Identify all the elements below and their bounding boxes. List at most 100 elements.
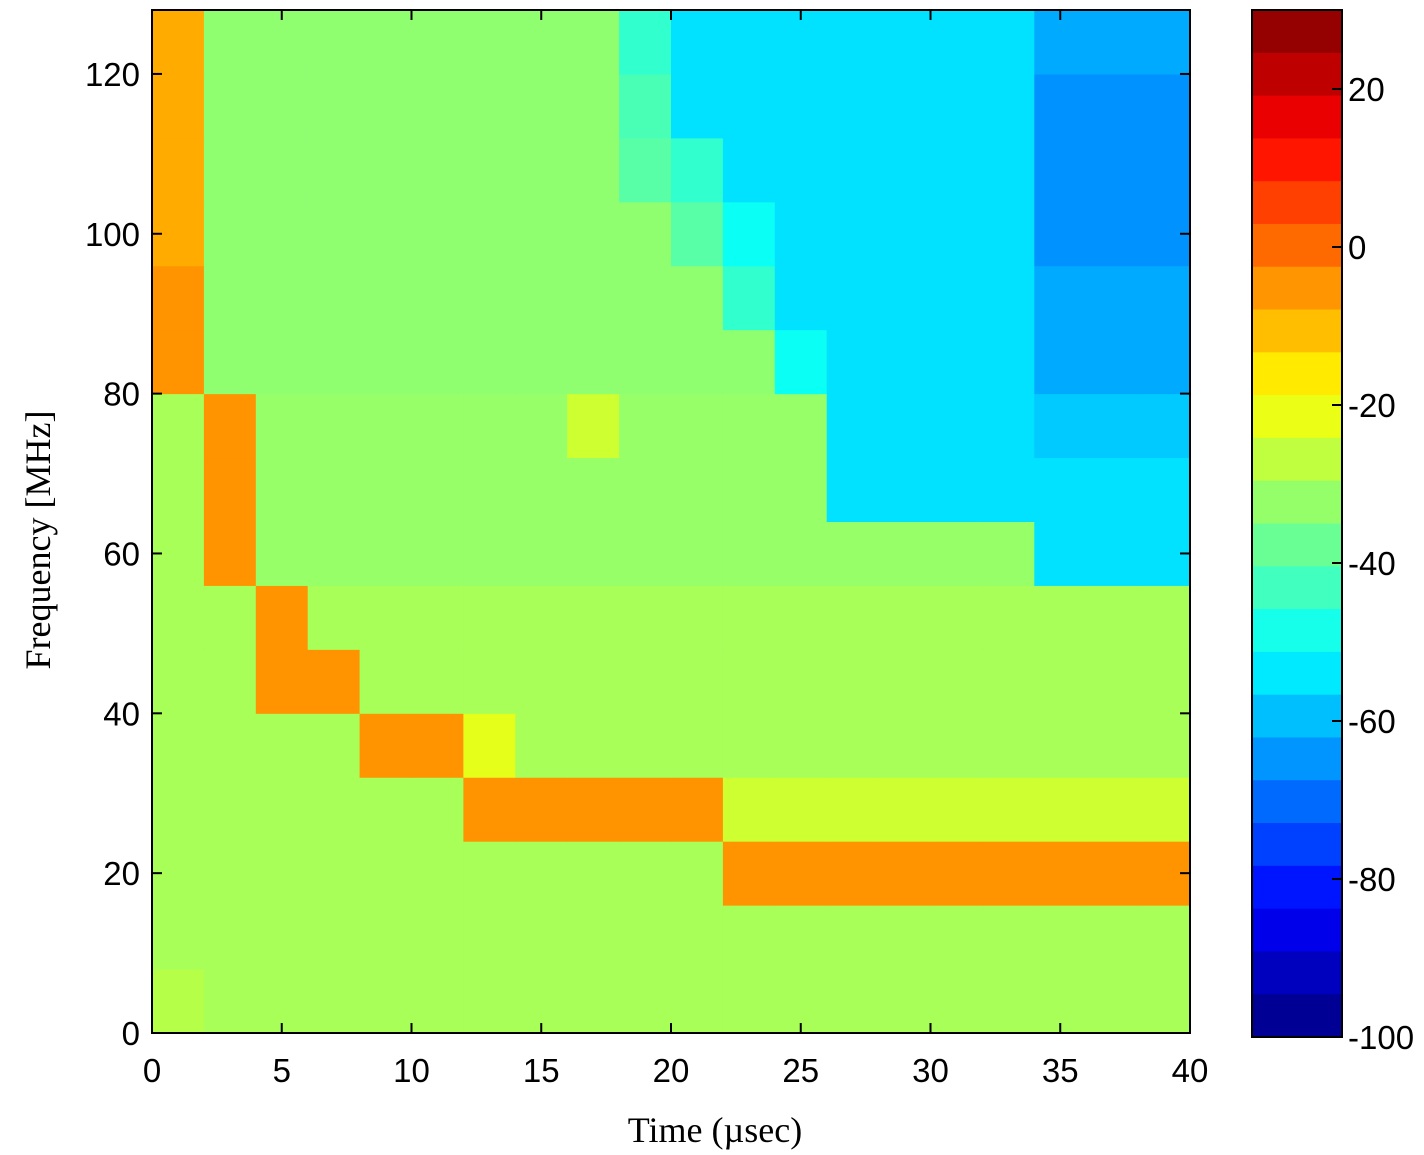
heat-cell	[1034, 201, 1087, 267]
x-tick-label: 35	[1042, 1052, 1079, 1089]
heat-cell	[619, 201, 672, 267]
heat-cell	[878, 265, 931, 331]
y-tick-label: 20	[103, 855, 140, 892]
y-tick-label: 120	[85, 56, 140, 93]
heat-cell	[826, 713, 880, 778]
heat-cell	[359, 457, 412, 522]
heat-cell	[774, 393, 828, 459]
heat-cell	[203, 265, 257, 331]
heat-cell	[878, 137, 931, 203]
heat-cell	[463, 905, 516, 970]
heat-cell	[411, 137, 464, 203]
heat-cell	[826, 10, 880, 75]
heat-cell	[359, 713, 412, 778]
heat-cell	[722, 73, 776, 139]
heat-cell	[930, 201, 983, 267]
heat-cell	[774, 777, 828, 842]
heat-cell	[722, 457, 776, 522]
heat-cell	[152, 137, 205, 203]
colorbar-band	[1252, 10, 1342, 54]
heat-cell	[930, 393, 983, 459]
heat-cell	[411, 265, 464, 331]
heat-cell	[203, 905, 257, 970]
x-tick-label: 15	[523, 1052, 560, 1089]
colorbar-tick-label: 0	[1348, 229, 1366, 266]
heat-cell	[722, 393, 776, 459]
heat-cell	[982, 329, 1035, 395]
heat-cell	[567, 649, 620, 714]
heat-cell	[930, 10, 983, 75]
heat-cell	[1138, 329, 1191, 395]
heat-cell	[826, 521, 880, 586]
heat-cell	[982, 201, 1035, 267]
heat-cell	[515, 649, 568, 714]
heat-cell	[930, 585, 983, 650]
heat-cell	[255, 457, 309, 522]
heat-cell	[1138, 137, 1191, 203]
heat-cell	[411, 713, 464, 778]
heat-cell	[307, 265, 361, 331]
heat-cell	[203, 10, 257, 75]
heat-cell	[1086, 841, 1139, 906]
colorbar-band	[1252, 908, 1342, 952]
heat-cell	[203, 393, 257, 459]
y-tick-label: 60	[103, 535, 140, 572]
heat-cell	[1034, 10, 1087, 75]
heat-cell	[411, 521, 464, 586]
heat-cell	[982, 585, 1035, 650]
heat-cell	[722, 137, 776, 203]
y-tick-label: 40	[103, 695, 140, 732]
heat-cell	[930, 777, 983, 842]
heat-cell	[1034, 585, 1087, 650]
heat-cell	[1138, 649, 1191, 714]
y-axis-label: Frequency [MHz]	[18, 411, 58, 670]
heat-cell	[411, 329, 464, 395]
y-tick-label: 80	[103, 376, 140, 413]
heat-cell	[671, 841, 724, 906]
heat-cell	[1086, 329, 1139, 395]
heat-cell	[619, 10, 672, 75]
heat-cell	[203, 585, 257, 650]
heat-cell	[567, 265, 620, 331]
heat-cell	[515, 457, 568, 522]
heat-cell	[255, 841, 309, 906]
heat-cell	[567, 713, 620, 778]
heat-cell	[826, 457, 880, 522]
heat-cell	[826, 329, 880, 395]
heat-cell	[411, 10, 464, 75]
heat-cell	[411, 585, 464, 650]
heat-cell	[411, 905, 464, 970]
heat-cell	[567, 329, 620, 395]
heat-cell	[878, 777, 931, 842]
colorbar-tick-label: -60	[1348, 703, 1396, 740]
heat-cell	[463, 841, 516, 906]
heat-cell	[774, 521, 828, 586]
heat-cell	[255, 265, 309, 331]
heat-cell	[671, 585, 724, 650]
heat-cell	[982, 137, 1035, 203]
heat-cell	[255, 329, 309, 395]
heat-cell	[826, 137, 880, 203]
heat-cell	[619, 713, 672, 778]
x-tick-label: 20	[653, 1052, 690, 1089]
colorbar-band	[1252, 266, 1342, 311]
heat-cell	[203, 841, 257, 906]
heat-cell	[307, 457, 361, 522]
heat-cell	[1034, 649, 1087, 714]
heat-cell	[671, 10, 724, 75]
heat-cell	[359, 201, 412, 267]
colorbar-band	[1252, 823, 1342, 867]
colorbar-band	[1252, 437, 1342, 482]
heat-cell	[878, 201, 931, 267]
heat-cell	[774, 969, 828, 1034]
heat-cell	[359, 905, 412, 970]
heat-cell	[255, 137, 309, 203]
heat-cell	[1086, 457, 1139, 522]
heat-cell	[203, 969, 257, 1034]
heat-cell	[203, 713, 257, 778]
heat-cell	[411, 201, 464, 267]
heat-cell	[307, 841, 361, 906]
heat-cell	[307, 201, 361, 267]
heat-cell	[255, 713, 309, 778]
heat-cell	[463, 393, 516, 459]
